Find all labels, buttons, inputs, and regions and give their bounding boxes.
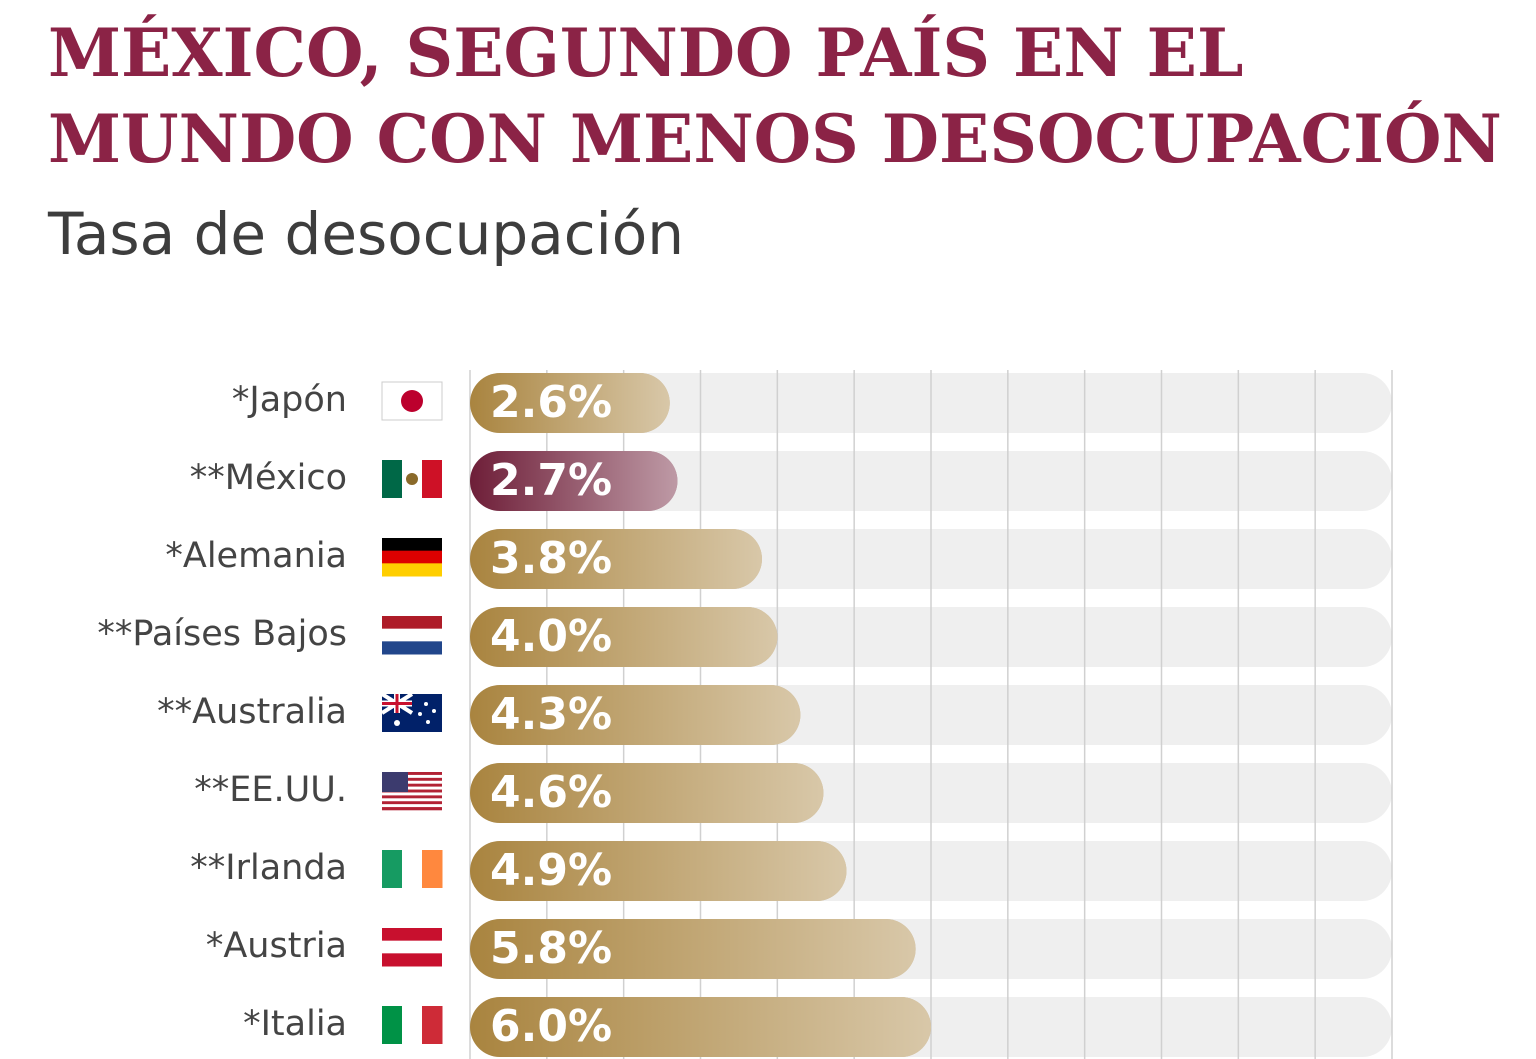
flag (394, 720, 400, 726)
category-label: **México (190, 458, 347, 498)
flag (382, 772, 442, 776)
category-label: *Italia (243, 1004, 347, 1044)
flag-icon (382, 460, 442, 498)
flag (382, 774, 442, 779)
value-label: 4.9% (490, 845, 612, 896)
flag (382, 792, 442, 796)
flag-icon (382, 1006, 443, 1044)
category-label: **Países Bajos (97, 614, 347, 654)
bar-sheen (470, 997, 931, 1057)
flag (382, 804, 442, 808)
flag (424, 702, 428, 706)
flag (382, 460, 402, 498)
flag-icon (380, 692, 442, 732)
flag (382, 538, 442, 552)
flag (382, 780, 442, 784)
flag-icon (382, 928, 442, 967)
value-label: 4.6% (490, 767, 612, 818)
value-label: 3.8% (490, 533, 612, 584)
flag (418, 712, 422, 716)
flag (382, 783, 442, 787)
flag (402, 1006, 423, 1044)
value-label: 4.0% (490, 611, 612, 662)
flag (422, 850, 443, 888)
value-label: 2.7% (490, 455, 612, 506)
flag (382, 786, 442, 790)
bar-sheen (470, 919, 916, 979)
flag (382, 563, 442, 577)
value-label: 4.3% (490, 689, 612, 740)
value-label: 5.8% (490, 923, 612, 974)
flag (382, 807, 442, 811)
flag (382, 641, 442, 655)
flag (422, 460, 442, 498)
category-label: *Japón (232, 380, 347, 420)
flag (382, 801, 442, 805)
flag (382, 694, 412, 713)
flag-icon (381, 381, 443, 421)
flag (422, 1006, 443, 1044)
flag (401, 390, 423, 412)
flag (382, 616, 442, 630)
flag (406, 473, 418, 485)
flag (402, 850, 423, 888)
flag (382, 550, 442, 564)
flag (426, 720, 430, 724)
flag (382, 777, 442, 782)
bar-sheen (470, 529, 762, 589)
category-label: **EE.UU. (194, 770, 347, 810)
bar-sheen (470, 841, 847, 901)
bar-sheen (470, 607, 778, 667)
flag (382, 789, 442, 793)
flag (382, 928, 442, 942)
flag (382, 772, 408, 792)
flag-icon (382, 616, 442, 655)
flag-icon (382, 772, 442, 811)
value-label: 2.6% (490, 377, 612, 428)
bar-sheen (470, 451, 678, 511)
bar-sheen (470, 373, 670, 433)
flag (382, 850, 403, 888)
category-label: **Australia (157, 692, 347, 732)
flag (382, 940, 442, 954)
bar-sheen (470, 685, 801, 745)
chart-title: MUNDO CON MENOS DESOCUPACIÓN (48, 100, 1502, 178)
chart-title: MÉXICO, SEGUNDO PAÍS EN EL (48, 14, 1243, 92)
flag-icon (382, 538, 442, 577)
flag (382, 1006, 403, 1044)
chart-subtitle: Tasa de desocupación (47, 200, 684, 268)
value-label: 6.0% (490, 1001, 612, 1052)
category-label: **Irlanda (190, 848, 347, 888)
category-label: *Austria (206, 926, 347, 966)
flag (382, 628, 442, 642)
flag-icon (382, 850, 443, 888)
flag (382, 953, 442, 967)
flag (382, 795, 442, 799)
bar-sheen (470, 763, 824, 823)
flag (382, 798, 442, 802)
flag (432, 709, 436, 713)
category-label: *Alemania (165, 536, 347, 576)
